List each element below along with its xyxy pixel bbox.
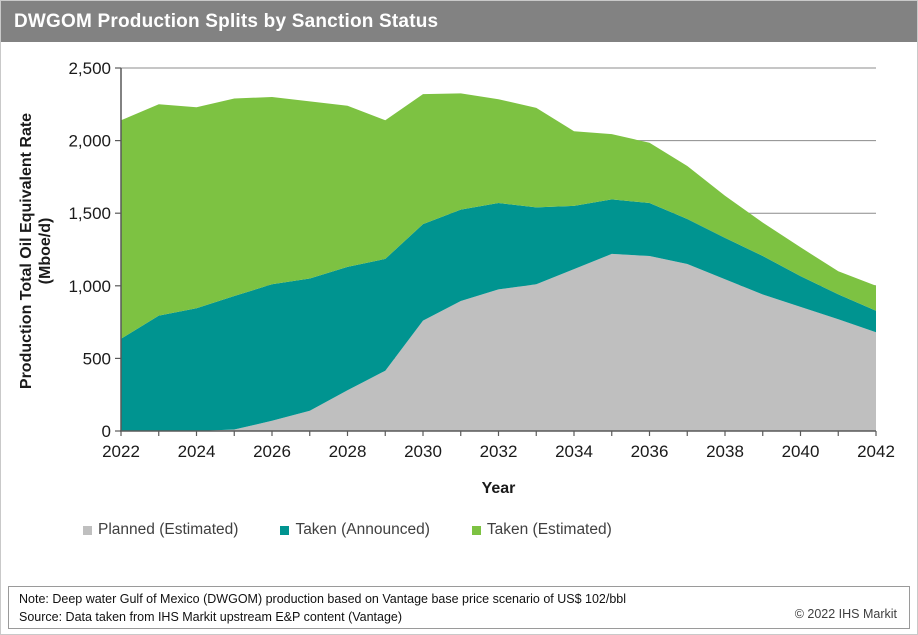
area-planned-estimated xyxy=(121,253,876,431)
x-tick-label-2026: 2026 xyxy=(253,442,291,461)
x-tick-label-2030: 2030 xyxy=(404,442,442,461)
legend-item-planned-estimated: Planned (Estimated) xyxy=(83,521,238,539)
legend-label-planned-estimated: Planned (Estimated) xyxy=(98,521,239,538)
legend-label-taken-estimated: Taken (Estimated) xyxy=(486,521,612,538)
footer-copyright: © 2022 IHS Markit xyxy=(794,606,897,621)
x-tick-label-2022: 2022 xyxy=(102,442,140,461)
y-tick-label-2500: 2,500 xyxy=(68,59,111,78)
stacked-area-plot: 0 500 1,000 1,500 2,000 2,500 2022 2024 2026 2028… xyxy=(68,59,895,461)
x-tick-label-2036: 2036 xyxy=(631,442,669,461)
x-tick-label-2040: 2040 xyxy=(782,442,820,461)
footer-source: Source: Data taken from IHS Markit upstr… xyxy=(19,609,403,624)
y-tick-label-0: 0 xyxy=(102,422,111,441)
y-tick-label-2000: 2,000 xyxy=(68,132,111,151)
footer-note-box: Note: Deep water Gulf of Mexico (DWGOM) … xyxy=(8,586,910,629)
y-axis-title-line1: Production Total Oil Equivalent Rate xyxy=(18,112,35,390)
y-tick-label-1000: 1,000 xyxy=(68,277,111,296)
x-tick-label-2034: 2034 xyxy=(555,442,593,461)
legend-item-taken-estimated: Taken (Estimated) xyxy=(471,521,612,539)
y-axis-title: Production Total Oil Equivalent Rate (Mb… xyxy=(17,41,57,461)
chart-title: DWGOM Production Splits by Sanction Stat… xyxy=(1,1,917,42)
legend-item-taken-announced: Taken (Announced) xyxy=(280,521,430,539)
x-tick-label-2042: 2042 xyxy=(857,442,895,461)
x-tick-label-2038: 2038 xyxy=(706,442,744,461)
x-tick-label-2028: 2028 xyxy=(329,442,367,461)
area-taken-estimated xyxy=(121,93,876,339)
x-tick-label-2032: 2032 xyxy=(480,442,518,461)
legend-label-taken-announced: Taken (Announced) xyxy=(295,521,430,538)
y-axis-title-line2: (Mboe/d) xyxy=(37,217,54,285)
y-tick-label-500: 500 xyxy=(83,349,111,368)
y-tick-label-1500: 1,500 xyxy=(68,204,111,223)
footer-note: Note: Deep water Gulf of Mexico (DWGOM) … xyxy=(19,592,627,606)
legend-swatch-taken-announced xyxy=(280,525,290,535)
legend-swatch-planned-estimated xyxy=(83,525,92,535)
legend-swatch-taken-estimated xyxy=(471,525,481,535)
x-tick-label-2024: 2024 xyxy=(178,442,216,461)
area-taken-announced xyxy=(121,199,876,431)
chart-legend: Planned (Estimated) Taken (Announced) Ta… xyxy=(83,521,612,539)
x-axis-title: Year xyxy=(481,480,516,497)
